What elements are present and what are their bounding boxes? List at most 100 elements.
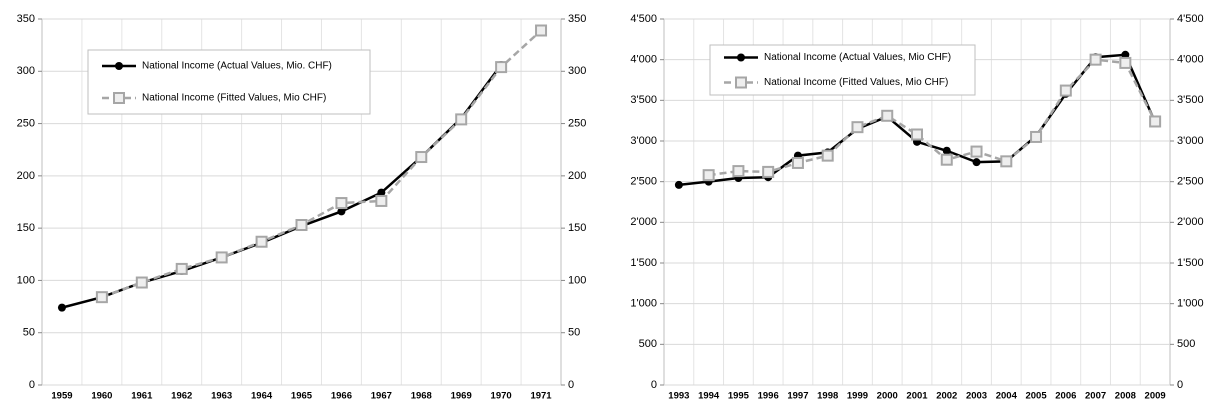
x-tick-label: 1996	[758, 391, 779, 402]
y2-tick-label: 50	[568, 327, 580, 339]
y-tick-label: 3'500	[630, 94, 657, 106]
x-tick-label: 2000	[877, 391, 898, 402]
y-tick-label: 4'500	[630, 13, 657, 25]
x-tick-label: 2004	[996, 391, 1018, 402]
y2-tick-label: 1'000	[1177, 298, 1204, 310]
marker	[791, 156, 804, 169]
y2-tick-label: 3'000	[1177, 135, 1204, 147]
marker	[972, 158, 981, 167]
marker	[1030, 130, 1043, 143]
y2-tick-label: 3'500	[1177, 94, 1204, 106]
marker	[415, 151, 428, 164]
marker	[762, 165, 775, 178]
x-tick-label: 1967	[371, 391, 392, 402]
y-tick-label: 200	[17, 170, 35, 182]
x-tick-label: 1960	[91, 391, 112, 402]
y-tick-label: 2'000	[630, 216, 657, 228]
marker	[215, 251, 228, 264]
y-tick-label: 150	[17, 222, 35, 234]
marker	[295, 219, 308, 232]
y2-tick-label: 0	[568, 379, 574, 391]
x-tick-label: 2002	[936, 391, 957, 402]
x-tick-label: 1963	[211, 391, 232, 402]
marker	[135, 276, 148, 289]
x-tick-label: 2005	[1025, 391, 1047, 402]
x-tick-label: 1995	[728, 391, 750, 402]
x-tick-label: 1964	[251, 391, 273, 402]
x-tick-label: 1962	[171, 391, 192, 402]
marker	[455, 113, 468, 126]
y2-tick-label: 150	[568, 222, 586, 234]
y2-tick-label: 200	[568, 170, 586, 182]
marker	[942, 146, 951, 155]
x-tick-label: 1966	[331, 391, 352, 402]
x-tick-label: 1993	[668, 391, 689, 402]
y2-tick-label: 1'500	[1177, 257, 1204, 269]
y2-tick-label: 4'500	[1177, 13, 1204, 25]
y-tick-label: 100	[17, 274, 35, 286]
x-tick-label: 2009	[1145, 391, 1166, 402]
marker	[375, 194, 388, 207]
x-tick-label: 1965	[291, 391, 313, 402]
y2-tick-label: 0	[1177, 379, 1183, 391]
legend-marker	[735, 76, 747, 89]
marker	[535, 24, 548, 37]
marker	[1000, 155, 1013, 168]
marker	[175, 262, 188, 275]
marker	[1059, 84, 1072, 97]
marker	[1149, 115, 1162, 128]
x-tick-label: 1994	[698, 391, 720, 402]
y2-tick-label: 250	[568, 117, 586, 129]
x-tick-label: 2001	[906, 391, 928, 402]
y-tick-label: 4'000	[630, 54, 657, 66]
legend-marker	[115, 62, 123, 70]
y-tick-label: 0	[651, 379, 657, 391]
marker	[1121, 50, 1130, 59]
legend-marker	[737, 53, 745, 62]
x-tick-label: 1970	[491, 391, 512, 402]
x-tick-label: 2006	[1055, 391, 1076, 402]
y2-tick-label: 4'000	[1177, 54, 1204, 66]
legend-label: National Income (Fitted Values, Mio CHF)	[142, 93, 326, 104]
y-tick-label: 1'500	[630, 257, 657, 269]
y-tick-label: 2'500	[630, 176, 657, 188]
legend-marker	[113, 92, 125, 104]
marker	[674, 180, 683, 189]
y-tick-label: 300	[17, 65, 35, 77]
x-tick-label: 1969	[451, 391, 472, 402]
x-tick-label: 1961	[131, 391, 153, 402]
y-tick-label: 250	[17, 117, 35, 129]
y-tick-label: 50	[23, 327, 35, 339]
legend-label: National Income (Actual Values, Mio. CHF…	[142, 61, 332, 72]
legend-label: National Income (Fitted Values, Mio CHF)	[764, 77, 948, 88]
marker	[732, 165, 745, 178]
marker	[255, 235, 268, 248]
marker	[702, 169, 715, 182]
x-tick-label: 2003	[966, 391, 987, 402]
series-line	[708, 58, 1157, 177]
legend-box	[87, 49, 371, 115]
x-tick-label: 1968	[411, 391, 432, 402]
marker	[940, 153, 953, 166]
marker	[335, 197, 348, 210]
marker	[337, 207, 346, 216]
x-tick-label: 2007	[1085, 391, 1106, 402]
x-tick-label: 2008	[1115, 391, 1136, 402]
marker	[970, 145, 983, 158]
x-tick-label: 1959	[51, 391, 72, 402]
marker	[911, 128, 923, 141]
y2-tick-label: 300	[568, 65, 586, 77]
y2-tick-label: 2'000	[1177, 216, 1204, 228]
marker	[495, 61, 508, 74]
y-tick-label: 0	[29, 379, 35, 391]
x-tick-label: 1997	[787, 391, 808, 402]
y2-tick-label: 100	[568, 274, 586, 286]
marker	[881, 109, 894, 122]
y-tick-label: 500	[639, 338, 657, 350]
marker	[1089, 53, 1102, 66]
y-tick-label: 1'000	[630, 298, 657, 310]
x-tick-label: 1999	[847, 391, 868, 402]
marker	[95, 291, 108, 304]
